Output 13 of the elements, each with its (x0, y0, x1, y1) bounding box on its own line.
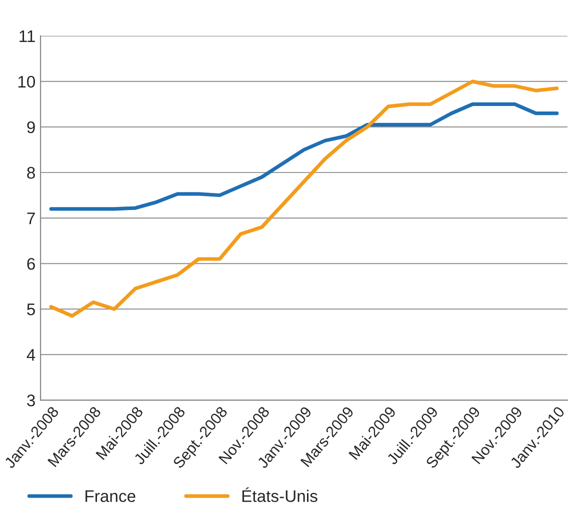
y-tick-label: 6 (27, 258, 35, 270)
y-tick-label: 3 (27, 394, 35, 406)
line-series (49, 102, 559, 211)
y-tick-label: 8 (27, 166, 35, 179)
y-tick-label: 5 (27, 304, 35, 316)
line-series (49, 80, 559, 318)
y-tick-label: 11 (20, 30, 35, 42)
y-tick-label: 7 (27, 212, 35, 224)
y-tick-label: 10 (18, 76, 36, 88)
legend-label: États-Unis (242, 487, 318, 502)
y-tick-label: 9 (27, 121, 35, 134)
y-tick-label: 4 (26, 349, 36, 361)
legend-label: France (86, 490, 136, 502)
